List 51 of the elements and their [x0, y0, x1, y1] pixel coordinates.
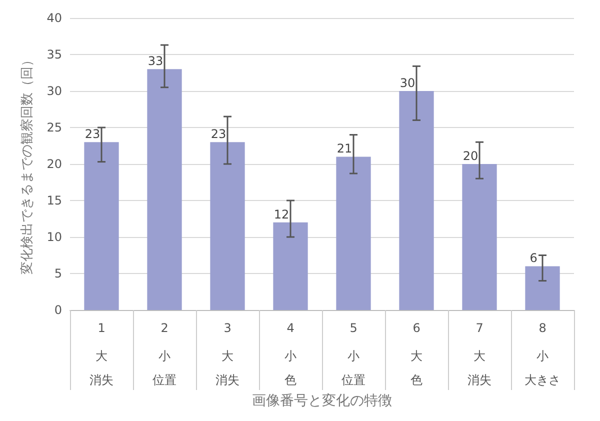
x-tick-label: 5: [350, 321, 358, 335]
bar: [84, 142, 119, 310]
bar: [210, 142, 245, 310]
y-axis-title: 変化検出できるまでの観察回数（回）: [19, 54, 35, 274]
text: 小: [536, 349, 548, 363]
text: 位置: [152, 373, 176, 387]
text: 消失: [468, 373, 492, 387]
x-tick-label: 6: [412, 321, 420, 335]
text: 大: [474, 349, 486, 363]
data-label: 23: [210, 127, 226, 142]
data-label: 12: [274, 207, 290, 222]
data-label: 23: [84, 127, 100, 142]
y-tick-label: 15: [46, 194, 62, 208]
text: 小: [158, 349, 170, 363]
x-tick-label: 7: [476, 321, 484, 335]
y-tick-label: 5: [54, 266, 62, 280]
text: 大: [96, 349, 108, 363]
text: 小: [348, 349, 360, 363]
data-label: 20: [462, 149, 478, 163]
text: 位置: [342, 373, 366, 387]
text: 消失: [216, 373, 240, 387]
y-tick-label: 20: [46, 157, 62, 171]
bar: [336, 156, 371, 310]
bar: [273, 222, 308, 310]
y-tick-label: 35: [46, 48, 62, 62]
y-tick-label: 25: [46, 120, 62, 134]
bar: [147, 69, 182, 310]
text: 色: [284, 373, 296, 387]
x-axis-title: 画像番号と変化の特徴: [252, 393, 392, 409]
text: 大きさ: [524, 373, 560, 387]
data-label: 33: [148, 54, 164, 68]
bar: [525, 266, 560, 310]
bar: [399, 91, 434, 310]
text: 大: [410, 349, 422, 363]
x-tick-label: 4: [286, 321, 294, 335]
x-tick-label: 1: [98, 321, 106, 335]
bar: [462, 164, 497, 310]
y-tick-label: 10: [46, 230, 62, 244]
y-tick-label: 0: [54, 303, 62, 317]
text: 色: [410, 373, 422, 387]
data-label: 30: [400, 76, 416, 90]
x-tick-label: 2: [160, 321, 168, 335]
text: 小: [284, 349, 296, 363]
text: 大: [222, 349, 234, 363]
y-tick-label: 30: [46, 84, 62, 98]
text: 消失: [90, 373, 114, 387]
data-label: 6: [530, 251, 538, 266]
data-label: 21: [336, 142, 352, 156]
y-tick-label: 40: [46, 11, 62, 25]
x-tick-label: 8: [538, 321, 546, 335]
x-tick-label: 3: [224, 321, 232, 335]
